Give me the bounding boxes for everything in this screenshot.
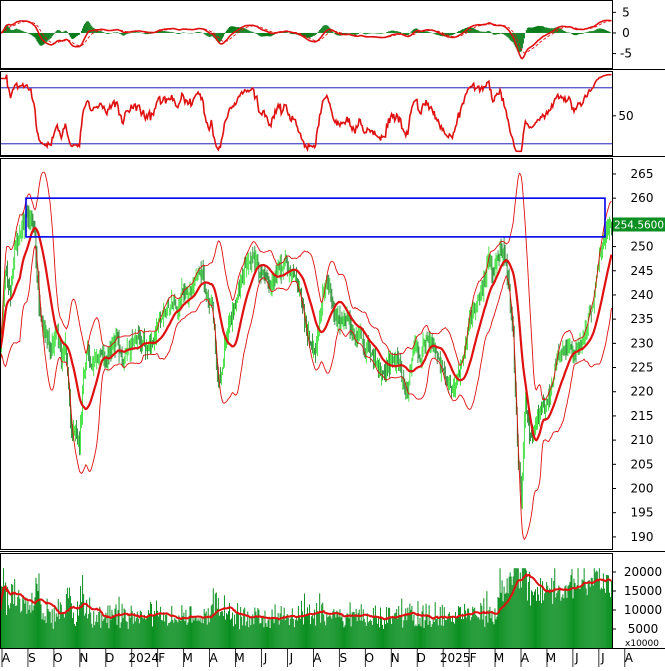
x-tick-label: M bbox=[494, 651, 504, 665]
x-tick-label: N bbox=[79, 651, 88, 665]
x-tick-label: M bbox=[234, 651, 244, 665]
rsi-tick-label: 50 bbox=[618, 109, 633, 123]
price-tick-label: 240 bbox=[631, 288, 654, 302]
panel-frame bbox=[1, 72, 613, 156]
x-tick-label: M bbox=[182, 651, 192, 665]
x-tick-label: F bbox=[158, 651, 165, 665]
price-tick-label: 205 bbox=[631, 457, 654, 471]
price-tick-label: 245 bbox=[631, 264, 654, 278]
rsi-panel: 50 bbox=[0, 75, 634, 152]
macd-tick-label: 5 bbox=[622, 5, 630, 19]
x-tick-label: F bbox=[470, 651, 477, 665]
x-tick-label: 2025 bbox=[440, 651, 471, 665]
x-tick-label: A bbox=[209, 651, 218, 665]
x-tick-label: A bbox=[625, 651, 634, 665]
x-tick-label: D bbox=[417, 651, 426, 665]
x-tick-label: N bbox=[391, 651, 400, 665]
x-tick-label: S bbox=[28, 651, 36, 665]
volume-unit-label: x10000 bbox=[625, 639, 659, 649]
x-tick-label: J bbox=[600, 651, 605, 665]
rsi-line bbox=[1, 75, 612, 152]
x-tick-label: S bbox=[340, 651, 348, 665]
resistance-zone-box bbox=[26, 198, 605, 237]
x-tick-label: O bbox=[53, 651, 62, 665]
x-tick-label: A bbox=[313, 651, 322, 665]
x-tick-label: J bbox=[289, 651, 294, 665]
price-tick-label: 265 bbox=[631, 167, 654, 181]
volume-tick-label: 15000 bbox=[624, 584, 662, 598]
price-tick-label: 225 bbox=[631, 361, 654, 375]
price-panel: 2652602552502452402352302252202152102052… bbox=[1, 167, 665, 544]
price-tick-label: 215 bbox=[631, 409, 654, 423]
price-tick-label: 200 bbox=[631, 482, 654, 496]
x-tick-label: M bbox=[546, 651, 556, 665]
price-tick-label: 260 bbox=[631, 191, 654, 205]
x-tick-label: D bbox=[105, 651, 114, 665]
volume-tick-label: 10000 bbox=[624, 603, 662, 617]
volume-tick-label: 20000 bbox=[624, 565, 662, 579]
price-tick-label: 190 bbox=[631, 530, 654, 544]
x-tick-label: 2024 bbox=[128, 651, 159, 665]
macd-tick-label: 0 bbox=[622, 26, 630, 40]
price-tick-label: 195 bbox=[631, 506, 654, 520]
x-tick-label: A bbox=[2, 651, 11, 665]
price-tick-label: 220 bbox=[631, 385, 654, 399]
volume-panel: 20000 15000 10000 5000 x10000 bbox=[1, 565, 663, 649]
macd-panel: 5 0 -5 bbox=[1, 5, 632, 60]
last-price-label: 254.5600 bbox=[614, 219, 664, 231]
price-tick-label: 250 bbox=[631, 240, 654, 254]
x-tick-label: J bbox=[574, 651, 579, 665]
volume-tick-label: 5000 bbox=[628, 622, 659, 636]
price-tick-label: 235 bbox=[631, 312, 654, 326]
x-tick-label: J bbox=[263, 651, 268, 665]
price-tick-label: 210 bbox=[631, 433, 654, 447]
x-tick-label: O bbox=[365, 651, 374, 665]
macd-tick-label: -5 bbox=[620, 47, 632, 61]
ma20-line bbox=[1, 228, 612, 440]
price-tick-label: 230 bbox=[631, 336, 654, 350]
x-tick-label: A bbox=[521, 651, 530, 665]
